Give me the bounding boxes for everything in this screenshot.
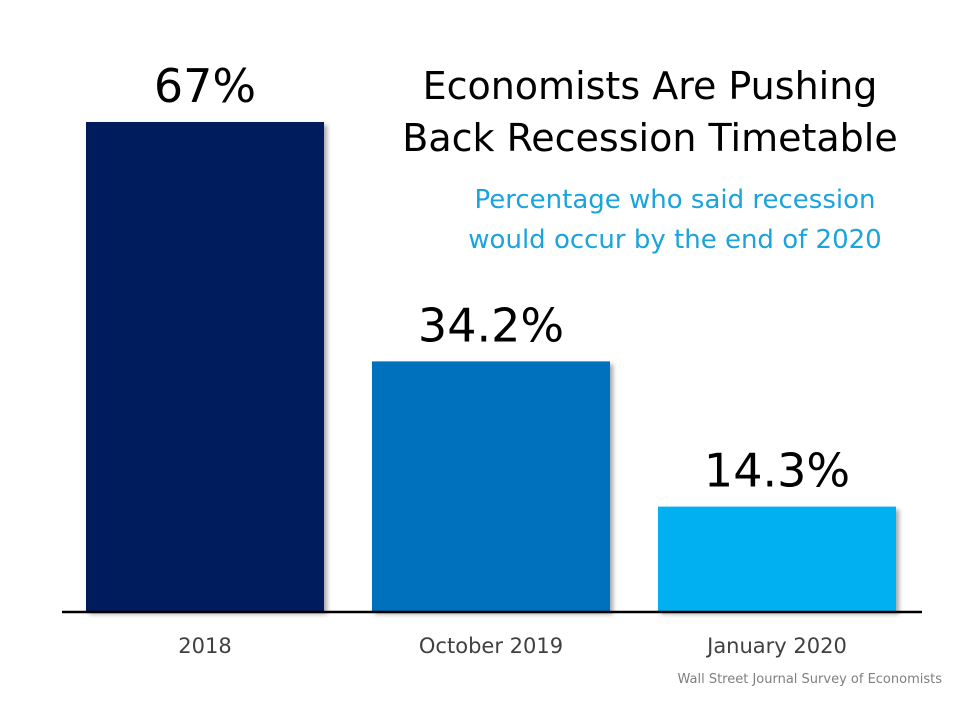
chart-subtitle: Percentage who said recession would occu… — [380, 180, 960, 260]
category-label: 2018 — [178, 634, 231, 658]
category-label: October 2019 — [419, 634, 563, 658]
chart-subtitle-line-1: Percentage who said recession — [474, 185, 876, 215]
chart-title-line-2: Back Recession Timetable — [402, 116, 898, 160]
source-note: Wall Street Journal Survey of Economists — [677, 672, 942, 687]
chart-title-line-1: Economists Are Pushing — [422, 64, 878, 108]
value-label: 14.3% — [704, 444, 850, 498]
value-label: 34.2% — [418, 298, 564, 352]
bar-january-2020 — [658, 506, 896, 611]
chart-title: Economists Are Pushing Back Recession Ti… — [380, 60, 920, 164]
category-label: January 2020 — [705, 634, 847, 658]
bar-2018 — [86, 122, 324, 611]
bar-october-2019 — [372, 361, 610, 611]
chart-subtitle-line-2: would occur by the end of 2020 — [468, 225, 882, 255]
value-label: 67% — [154, 59, 256, 113]
